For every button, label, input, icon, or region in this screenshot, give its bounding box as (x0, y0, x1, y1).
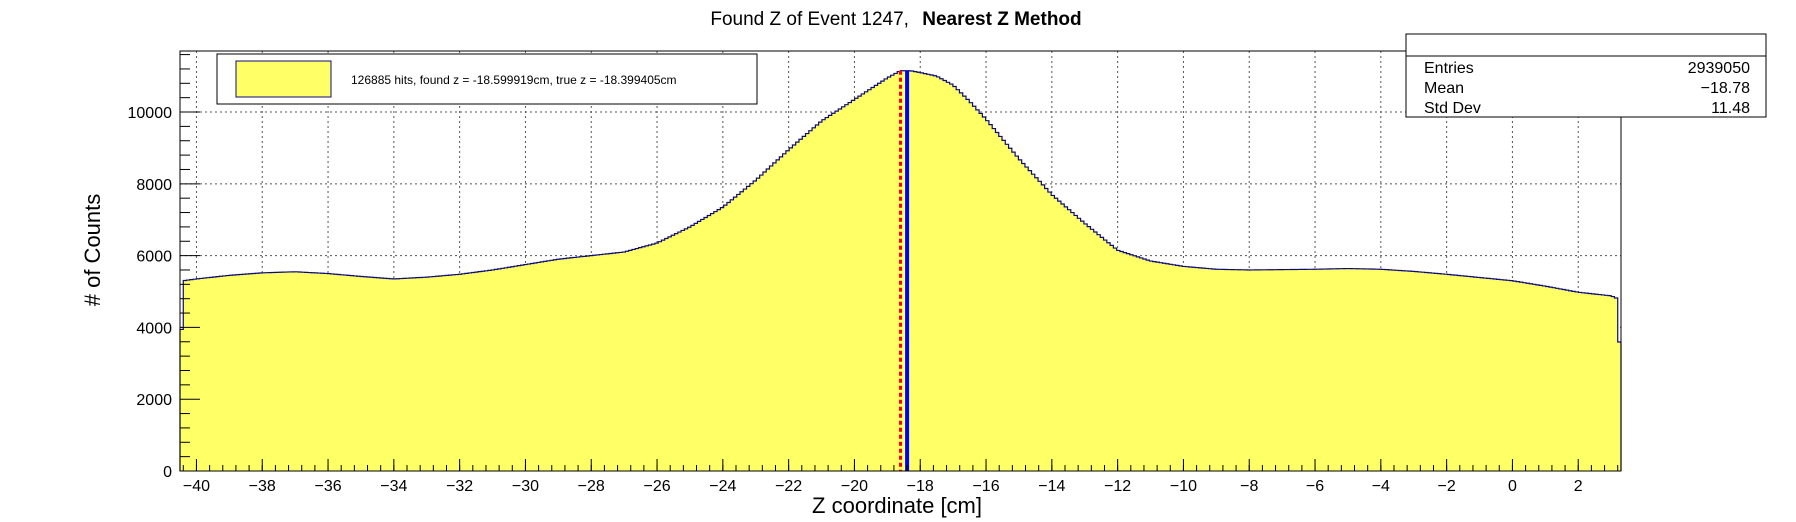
x-axis-title: Z coordinate [cm] (812, 493, 982, 518)
x-tick-label: −36 (314, 478, 341, 495)
x-tick-label: −24 (709, 478, 736, 495)
y-axis-title: # of Counts (80, 194, 105, 307)
stats-row: Std Dev 11.48 (1424, 100, 1750, 117)
axes: −40 −38 −36 −34 −32 −30 −28 −26 −24 −22 −20 −18 −16−… (128, 54, 1619, 495)
histogram-series (179, 70, 1622, 472)
stats-entries-label: Entries (1424, 60, 1474, 77)
x-tick-label: −16 (972, 478, 999, 495)
chart-title-text: Found Z of Event 1247, (710, 9, 909, 30)
x-tick-label: −38 (249, 478, 276, 495)
x-tick-label: −40 (183, 478, 210, 495)
stats-row: Mean −18.78 (1424, 80, 1750, 97)
y-tick-label: 2000 (136, 392, 172, 409)
x-tick-label: −8 (1240, 478, 1258, 495)
stats-box: Entries 2939050 Mean −18.78 Std Dev 11.4… (1405, 33, 1767, 118)
chart-title-method: Nearest Z Method (922, 9, 1081, 30)
marker-lines (899, 70, 910, 471)
stats-mean-value: −18.78 (1701, 80, 1750, 97)
y-tick-label: 4000 (136, 320, 172, 337)
y-tick-label: 6000 (136, 249, 172, 266)
legend-label: 126885 hits, found z = -18.599919cm, tru… (351, 73, 677, 87)
stats-entries-value: 2939050 (1688, 60, 1750, 77)
plot-frame (179, 50, 1622, 472)
x-tick-label: −6 (1306, 478, 1324, 495)
x-tick-label: −10 (1170, 478, 1197, 495)
x-tick-label: −30 (512, 478, 539, 495)
legend-swatch (235, 60, 332, 98)
histogram-outline (179, 70, 1622, 471)
x-tick-label: −22 (775, 478, 802, 495)
stats-mean-label: Mean (1424, 80, 1464, 97)
x-tick-label: −2 (1438, 478, 1456, 495)
x-tick-label: −14 (1038, 478, 1065, 495)
y-tick-label: 8000 (136, 177, 172, 194)
x-tick-label: −26 (643, 478, 670, 495)
y-tick-label: 0 (163, 464, 172, 481)
x-tick-label: −34 (380, 478, 407, 495)
x-tick-label: −20 (841, 478, 868, 495)
x-tick-label: 2 (1574, 478, 1583, 495)
x-tick-label: −4 (1372, 478, 1390, 495)
histogram-fill (180, 70, 1621, 472)
stats-frame (1405, 33, 1767, 118)
x-tick-label: −18 (907, 478, 934, 495)
x-tick-label: 0 (1508, 478, 1517, 495)
x-tick-label: −12 (1104, 478, 1131, 495)
x-tick-label: −28 (578, 478, 605, 495)
legend: 126885 hits, found z = -18.599919cm, tru… (216, 53, 758, 105)
stats-row: Entries 2939050 (1424, 60, 1750, 77)
stats-stddev-value: 11.48 (1711, 100, 1750, 117)
x-tick-label: −32 (446, 478, 473, 495)
chart-title: Found Z of Event 1247, Nearest Z Method (710, 9, 1081, 30)
y-tick-label: 10000 (128, 105, 173, 122)
stats-stddev-label: Std Dev (1424, 100, 1481, 117)
